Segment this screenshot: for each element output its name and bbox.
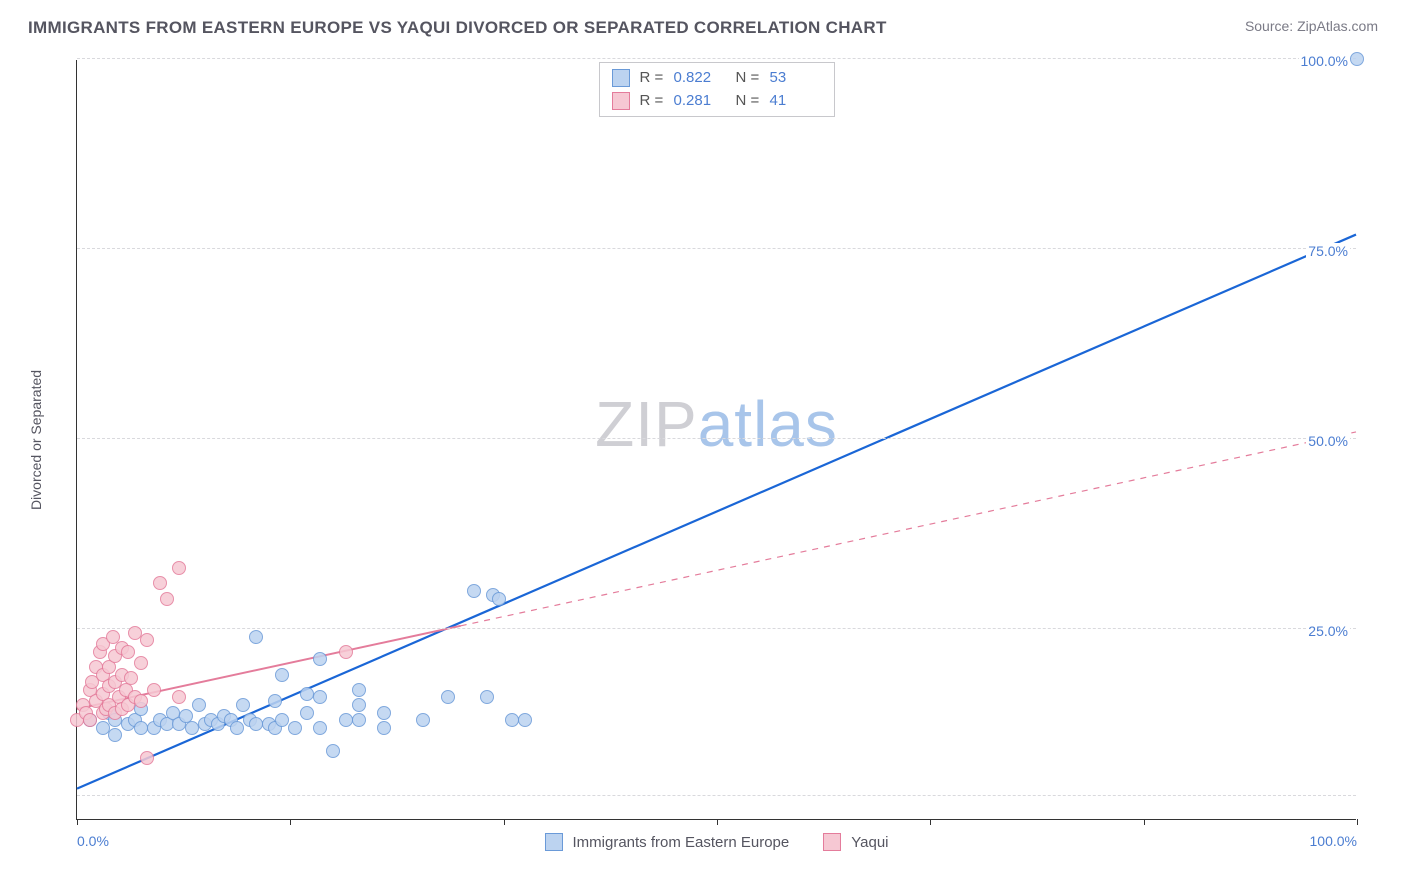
data-point-eastern xyxy=(313,652,327,666)
data-point-eastern xyxy=(313,721,327,735)
source-prefix: Source: xyxy=(1245,18,1297,34)
data-point-eastern xyxy=(300,706,314,720)
n-label: N = xyxy=(736,90,760,113)
data-point-eastern xyxy=(492,592,506,606)
data-point-yaqui xyxy=(124,671,138,685)
data-point-eastern xyxy=(313,690,327,704)
data-point-eastern xyxy=(416,713,430,727)
data-point-eastern xyxy=(352,713,366,727)
data-point-eastern xyxy=(467,584,481,598)
data-point-yaqui xyxy=(153,576,167,590)
gridline-h xyxy=(77,58,1356,59)
chart-area: Divorced or Separated ZIPatlas R = 0.822… xyxy=(56,60,1376,820)
swatch-yaqui xyxy=(612,92,630,110)
x-tick xyxy=(504,819,505,825)
y-axis-title: Divorced or Separated xyxy=(28,370,44,510)
r-value: 0.281 xyxy=(674,90,726,113)
gridline-h xyxy=(77,628,1356,629)
source-attribution: Source: ZipAtlas.com xyxy=(1245,18,1378,34)
gridline-h xyxy=(77,795,1356,796)
data-point-eastern xyxy=(518,713,532,727)
r-label: R = xyxy=(640,90,664,113)
data-point-eastern xyxy=(326,744,340,758)
data-point-eastern xyxy=(108,728,122,742)
y-tick-label: 100.0% xyxy=(1299,53,1350,69)
source-name: ZipAtlas.com xyxy=(1297,18,1378,34)
y-tick-label: 25.0% xyxy=(1306,623,1350,639)
data-point-yaqui xyxy=(172,690,186,704)
x-tick xyxy=(930,819,931,825)
data-point-eastern xyxy=(268,694,282,708)
swatch-eastern xyxy=(612,69,630,87)
series-legend: Immigrants from Eastern Europe Yaqui xyxy=(534,833,898,851)
x-tick xyxy=(290,819,291,825)
n-value: 41 xyxy=(770,90,822,113)
scatter-plot: ZIPatlas R = 0.822 N = 53 R = 0.281 N = … xyxy=(76,60,1356,820)
data-point-yaqui xyxy=(160,592,174,606)
y-tick-label: 50.0% xyxy=(1306,433,1350,449)
data-point-eastern xyxy=(441,690,455,704)
gridline-h xyxy=(77,438,1356,439)
data-point-yaqui xyxy=(172,561,186,575)
legend-row-yaqui: R = 0.281 N = 41 xyxy=(612,90,822,113)
n-value: 53 xyxy=(770,67,822,90)
data-point-eastern xyxy=(377,721,391,735)
data-point-eastern xyxy=(249,630,263,644)
data-point-eastern xyxy=(352,698,366,712)
data-point-eastern xyxy=(275,713,289,727)
data-point-yaqui xyxy=(140,751,154,765)
n-label: N = xyxy=(736,67,760,90)
data-point-yaqui xyxy=(134,656,148,670)
x-tick xyxy=(1357,819,1358,825)
data-point-yaqui xyxy=(134,694,148,708)
x-tick xyxy=(717,819,718,825)
data-point-eastern xyxy=(352,683,366,697)
data-point-eastern xyxy=(480,690,494,704)
legend-row-eastern: R = 0.822 N = 53 xyxy=(612,67,822,90)
data-point-eastern xyxy=(192,698,206,712)
data-point-yaqui xyxy=(339,645,353,659)
data-point-eastern xyxy=(236,698,250,712)
r-value: 0.822 xyxy=(674,67,726,90)
data-point-yaqui xyxy=(83,713,97,727)
y-tick-label: 75.0% xyxy=(1306,243,1350,259)
data-point-eastern xyxy=(377,706,391,720)
legend-label-eastern: Immigrants from Eastern Europe xyxy=(572,834,789,851)
r-label: R = xyxy=(640,67,664,90)
data-point-yaqui xyxy=(121,645,135,659)
data-point-eastern xyxy=(275,668,289,682)
gridline-h xyxy=(77,248,1356,249)
x-tick xyxy=(1144,819,1145,825)
data-point-eastern xyxy=(230,721,244,735)
swatch-yaqui xyxy=(823,833,841,851)
data-point-yaqui xyxy=(147,683,161,697)
x-tick xyxy=(77,819,78,825)
swatch-eastern xyxy=(544,833,562,851)
data-point-eastern xyxy=(96,721,110,735)
correlation-legend: R = 0.822 N = 53 R = 0.281 N = 41 xyxy=(599,62,835,117)
chart-title: IMMIGRANTS FROM EASTERN EUROPE VS YAQUI … xyxy=(28,18,887,38)
legend-label-yaqui: Yaqui xyxy=(851,834,888,851)
data-point-yaqui xyxy=(128,626,142,640)
data-point-yaqui xyxy=(140,633,154,647)
data-point-eastern xyxy=(1350,52,1364,66)
x-tick-label: 100.0% xyxy=(1310,833,1357,849)
x-tick-label: 0.0% xyxy=(77,833,109,849)
data-point-eastern xyxy=(288,721,302,735)
chart-header: IMMIGRANTS FROM EASTERN EUROPE VS YAQUI … xyxy=(0,0,1406,48)
